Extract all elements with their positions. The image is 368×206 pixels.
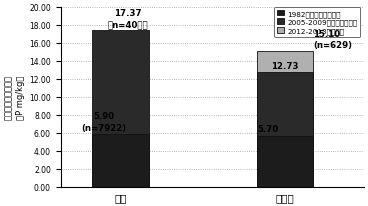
Bar [257, 73, 313, 187]
Legend: 1982年第二次土壤普查, 2005-2009年国家测土配方, 2012-2013自测数据: 1982年第二次土壤普查, 2005-2009年国家测土配方, 2012-201… [274, 8, 360, 38]
Y-axis label: 耕层土壤有效磷含量
（P mg/kg）: 耕层土壤有效磷含量 （P mg/kg） [4, 75, 25, 120]
Text: 15.10
(n=629): 15.10 (n=629) [313, 30, 352, 50]
Bar [92, 134, 149, 187]
Bar [92, 31, 149, 187]
Text: 5.90
(n=7922): 5.90 (n=7922) [81, 112, 126, 132]
Bar [257, 136, 313, 187]
Bar [257, 52, 313, 187]
Text: 5.70: 5.70 [258, 125, 279, 134]
Text: 17.37
（n=40万）: 17.37 （n=40万） [108, 9, 148, 29]
Text: 12.73: 12.73 [272, 62, 299, 71]
